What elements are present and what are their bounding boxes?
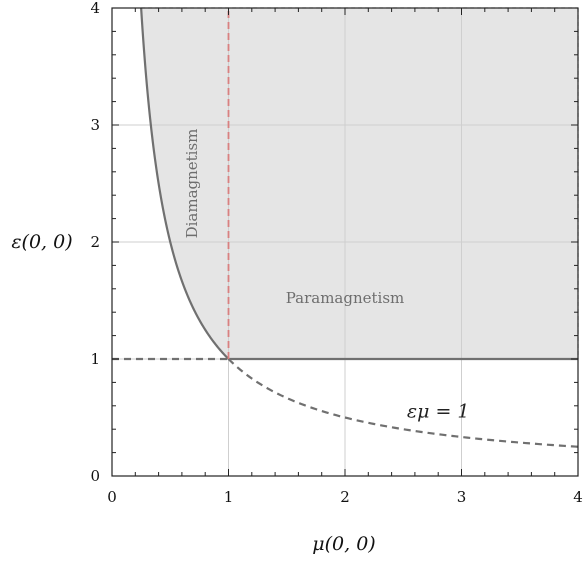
curve-hyperbola-solid [140,7,230,360]
curve-layer [112,7,579,448]
x-tick-label-3: 3 [457,488,467,506]
shaded-region [141,8,578,359]
y-tick-label-0: 0 [90,467,100,485]
annotation-paramagnetism: Paramagnetism [286,289,405,307]
y-axis-label: ε(0, 0) [11,231,72,253]
ticks-layer [111,7,579,477]
curve-hyperbola-dashed [227,358,579,448]
y-tick-label-4: 4 [90,0,100,17]
annotation-curve-equation: εμ = 1 [407,401,470,423]
x-tick-label-0: 0 [107,488,117,506]
x-axis-label: μ(0, 0) [312,533,375,555]
y-tick-label-3: 3 [90,116,100,134]
x-tick-label-2: 2 [340,488,350,506]
labels-layer: 0 1 2 3 4 0 1 2 3 4 μ(0, 0) ε(0, 0) Diamagnetism Para… [11,0,582,555]
annotation-diamagnetism: Diamagnetism [183,129,201,239]
y-tick-label-2: 2 [90,233,100,251]
x-tick-label-4: 4 [573,488,583,506]
y-tick-label-1: 1 [90,350,100,368]
x-tick-label-1: 1 [224,488,234,506]
